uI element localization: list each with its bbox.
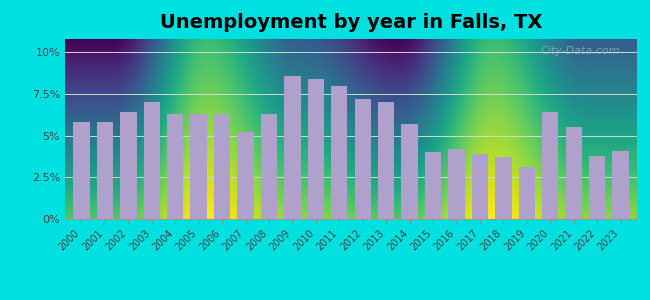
Bar bbox=[120, 112, 136, 219]
Bar bbox=[542, 112, 558, 219]
Bar bbox=[307, 79, 324, 219]
Bar bbox=[472, 154, 488, 219]
Bar bbox=[97, 122, 113, 219]
Bar bbox=[495, 157, 512, 219]
Bar bbox=[519, 167, 535, 219]
Bar bbox=[566, 127, 582, 219]
Bar bbox=[378, 102, 395, 219]
Bar bbox=[190, 114, 207, 219]
Bar bbox=[612, 151, 629, 219]
Bar bbox=[261, 114, 277, 219]
Bar bbox=[448, 149, 465, 219]
Bar bbox=[144, 102, 160, 219]
Bar bbox=[589, 156, 605, 219]
Bar bbox=[425, 152, 441, 219]
Bar bbox=[331, 86, 348, 219]
Bar bbox=[214, 114, 230, 219]
Bar bbox=[167, 114, 183, 219]
Bar bbox=[284, 76, 300, 219]
Bar bbox=[237, 132, 254, 219]
Bar bbox=[354, 99, 371, 219]
Text: City-Data.com: City-Data.com bbox=[540, 46, 620, 56]
Bar bbox=[402, 124, 418, 219]
Title: Unemployment by year in Falls, TX: Unemployment by year in Falls, TX bbox=[160, 13, 542, 32]
Bar bbox=[73, 122, 90, 219]
